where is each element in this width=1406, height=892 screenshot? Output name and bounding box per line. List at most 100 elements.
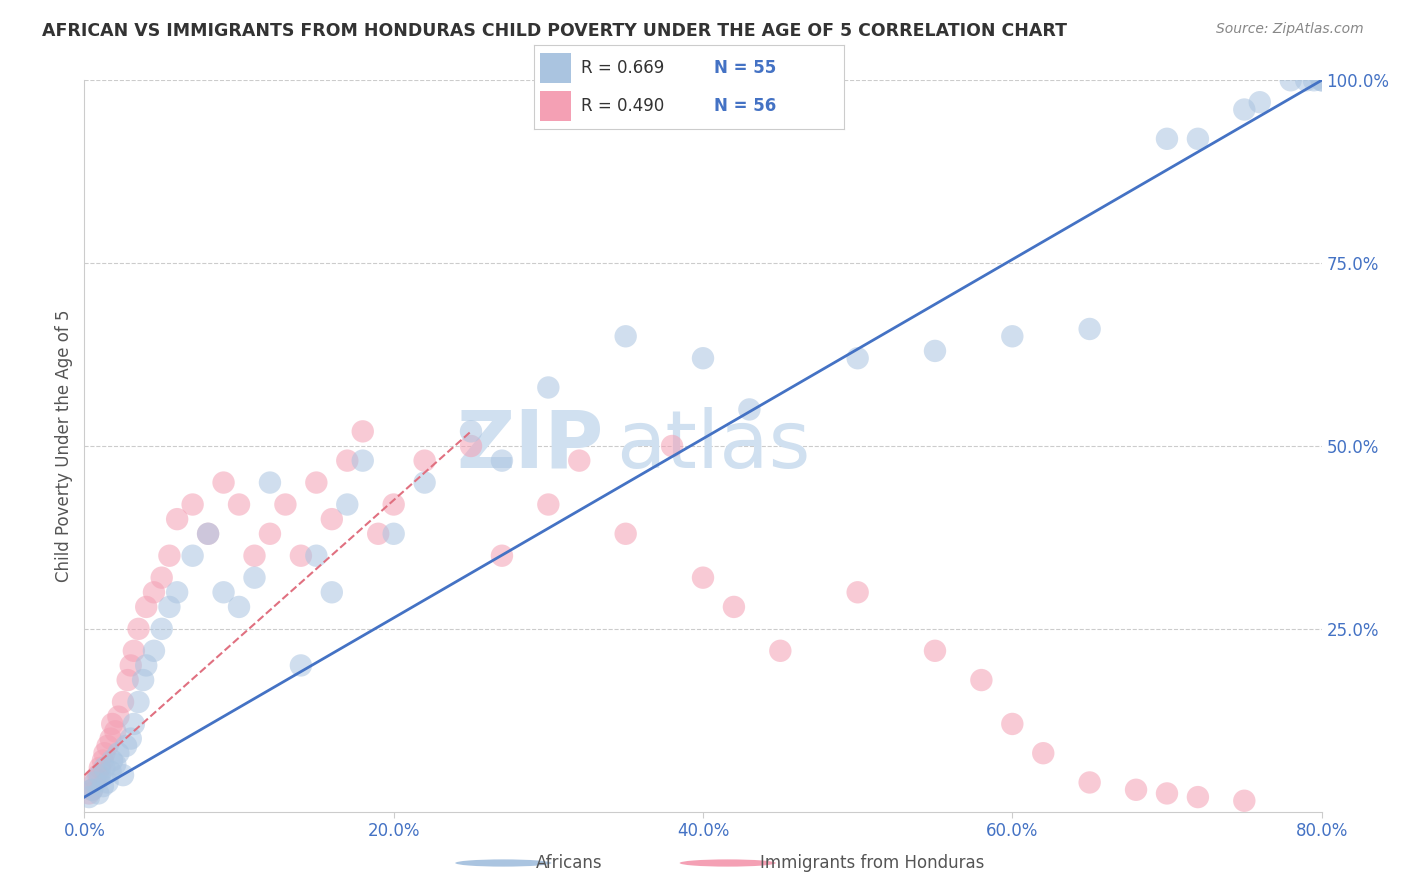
Point — [382, 526, 405, 541]
Point — [96, 739, 118, 753]
Point — [970, 673, 993, 687]
Point — [1001, 717, 1024, 731]
Point — [197, 526, 219, 541]
Point — [122, 717, 145, 731]
Circle shape — [679, 859, 776, 867]
Point — [143, 585, 166, 599]
Text: N = 56: N = 56 — [714, 97, 776, 115]
Point — [352, 425, 374, 439]
Point — [89, 761, 111, 775]
Bar — [540, 91, 571, 120]
Point — [692, 351, 714, 366]
Point — [93, 746, 115, 760]
Point — [112, 695, 135, 709]
Point — [101, 717, 124, 731]
Point — [159, 549, 180, 563]
Point — [1302, 73, 1324, 87]
Bar — [540, 54, 571, 83]
Point — [290, 549, 312, 563]
Text: atlas: atlas — [616, 407, 811, 485]
Point — [382, 498, 405, 512]
Point — [1078, 775, 1101, 789]
Point — [1249, 95, 1271, 110]
Point — [212, 475, 235, 490]
Point — [104, 757, 127, 772]
Point — [228, 599, 250, 614]
Point — [367, 526, 389, 541]
Point — [413, 453, 436, 467]
Point — [150, 571, 173, 585]
Point — [336, 498, 359, 512]
Point — [846, 351, 869, 366]
Point — [1187, 132, 1209, 146]
Text: ZIP: ZIP — [457, 407, 605, 485]
Point — [352, 453, 374, 467]
Point — [1233, 103, 1256, 117]
Point — [135, 658, 157, 673]
Y-axis label: Child Poverty Under the Age of 5: Child Poverty Under the Age of 5 — [55, 310, 73, 582]
Text: Source: ZipAtlas.com: Source: ZipAtlas.com — [1216, 22, 1364, 37]
Point — [243, 549, 266, 563]
Text: AFRICAN VS IMMIGRANTS FROM HONDURAS CHILD POVERTY UNDER THE AGE OF 5 CORRELATION: AFRICAN VS IMMIGRANTS FROM HONDURAS CHIL… — [42, 22, 1067, 40]
Point — [460, 439, 482, 453]
Point — [132, 673, 155, 687]
Point — [197, 526, 219, 541]
Point — [228, 498, 250, 512]
Point — [1001, 329, 1024, 343]
Point — [661, 439, 683, 453]
Point — [274, 498, 297, 512]
Point — [413, 475, 436, 490]
Point — [107, 746, 129, 760]
Point — [614, 526, 637, 541]
Point — [82, 782, 104, 797]
Point — [100, 764, 122, 779]
Point — [107, 709, 129, 723]
Point — [1279, 73, 1302, 87]
Point — [181, 549, 204, 563]
Point — [1233, 794, 1256, 808]
Point — [723, 599, 745, 614]
Point — [127, 622, 149, 636]
Point — [93, 761, 115, 775]
Point — [336, 453, 359, 467]
Text: R = 0.669: R = 0.669 — [581, 60, 664, 78]
Point — [491, 453, 513, 467]
Point — [692, 571, 714, 585]
Point — [104, 724, 127, 739]
Text: Immigrants from Honduras: Immigrants from Honduras — [759, 854, 984, 872]
Point — [738, 402, 761, 417]
Point — [290, 658, 312, 673]
Point — [212, 585, 235, 599]
Point — [82, 782, 104, 797]
Point — [84, 772, 107, 786]
Point — [769, 644, 792, 658]
Point — [1156, 787, 1178, 801]
Point — [181, 498, 204, 512]
Point — [143, 644, 166, 658]
Point — [259, 475, 281, 490]
Point — [537, 380, 560, 394]
Point — [127, 695, 149, 709]
Text: R = 0.490: R = 0.490 — [581, 97, 664, 115]
Point — [1125, 782, 1147, 797]
Point — [568, 453, 591, 467]
Point — [460, 425, 482, 439]
Text: N = 55: N = 55 — [714, 60, 776, 78]
Point — [77, 787, 100, 801]
Point — [101, 754, 124, 768]
Point — [243, 571, 266, 585]
Point — [321, 585, 343, 599]
Point — [100, 731, 122, 746]
Point — [491, 549, 513, 563]
Point — [1078, 322, 1101, 336]
Point — [1187, 790, 1209, 805]
Point — [84, 775, 107, 789]
Point — [120, 731, 142, 746]
Point — [91, 779, 114, 793]
Point — [846, 585, 869, 599]
Point — [115, 739, 138, 753]
Point — [91, 754, 114, 768]
Point — [166, 585, 188, 599]
Point — [120, 658, 142, 673]
Point — [77, 790, 100, 805]
